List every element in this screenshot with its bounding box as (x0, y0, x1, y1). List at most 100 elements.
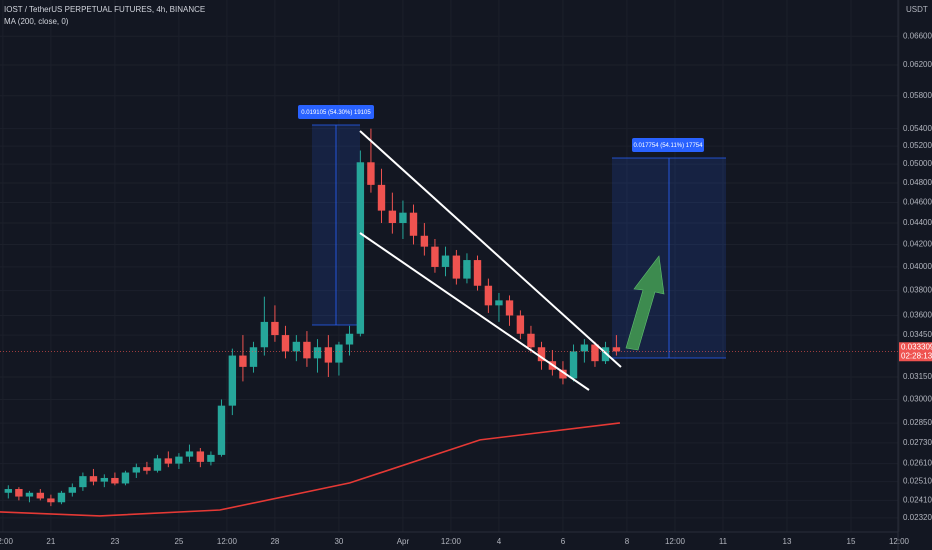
candle-body (36, 492, 45, 499)
candle-body (580, 344, 589, 352)
arrow (625, 255, 665, 351)
annotation: 0.017754 (54.11%) 17754 (634, 143, 704, 149)
candle-body (207, 454, 215, 462)
candle-body (143, 467, 151, 471)
x-tick-label: 23 (110, 537, 119, 546)
indicator-legend: MA (200, close, 0) (4, 17, 69, 26)
candle-body (559, 369, 567, 379)
x-tick-label: Apr (397, 537, 410, 546)
x-tick-label: 15 (847, 537, 856, 546)
candle-body (281, 335, 290, 352)
candle-body (303, 341, 311, 359)
candle-body (196, 451, 205, 462)
candle-body (527, 333, 535, 348)
candle-body (345, 333, 354, 345)
candle-body (121, 472, 130, 484)
price-label-box (899, 342, 932, 362)
candle-body (409, 212, 418, 236)
grid (0, 0, 899, 532)
candle-body (537, 347, 546, 362)
x-tick-label: 21 (46, 537, 55, 546)
channel-line (359, 130, 622, 368)
candle-body (612, 347, 621, 352)
x-tick-label: 4 (497, 537, 502, 546)
symbol-title: IOST / TetherUS PERPETUAL FUTURES, 4h, B… (4, 5, 205, 14)
ma-line (0, 422, 621, 517)
candle-body (516, 315, 525, 334)
countdown: 02:28:13 (901, 351, 932, 360)
candle-body (25, 492, 34, 497)
candle-body (239, 355, 247, 367)
candle-body (292, 341, 301, 352)
candle-body (420, 235, 429, 247)
candle-body (164, 458, 173, 464)
candle-body (217, 405, 226, 455)
x-tick-label: 25 (174, 537, 183, 546)
candle-body (249, 347, 258, 367)
candle-body (335, 344, 343, 363)
candle-body (452, 255, 461, 279)
candle-body (47, 498, 55, 503)
y-tick-label: 0.023200 (903, 513, 932, 522)
annotation-box (298, 105, 374, 119)
candle-body (4, 489, 13, 493)
candle-body (260, 321, 269, 348)
candle-body (388, 210, 397, 224)
x-tick-label: 6 (561, 537, 566, 546)
x-tick-label: 8 (625, 537, 630, 546)
candle-body (505, 300, 514, 316)
x-tick-label: 28 (270, 537, 279, 546)
candle-body (473, 260, 482, 286)
candle-body (441, 255, 450, 267)
candle-body (132, 467, 141, 473)
candle-body (377, 184, 386, 211)
candle-body (324, 347, 333, 363)
candle-body (175, 456, 183, 464)
candle-body (100, 477, 109, 482)
candle-body (356, 162, 365, 334)
currency: USDT (906, 5, 928, 14)
candle-body (313, 347, 322, 359)
candle-body (495, 300, 503, 306)
x-tick-label: 12:00 (217, 537, 238, 546)
candle-body (228, 355, 237, 406)
x-tick-label: 12:00 (665, 537, 686, 546)
candle-body (111, 477, 119, 484)
candle-body (271, 321, 279, 336)
candle-body (79, 476, 87, 488)
x-tick-label: 12:00 (889, 537, 910, 546)
candle-body (431, 246, 439, 267)
candle-body (89, 476, 98, 482)
candle-body (185, 451, 194, 457)
candle-body (57, 492, 66, 503)
candle-body (569, 351, 578, 379)
candle-body (367, 162, 375, 185)
candle-body (591, 344, 599, 362)
channel-line (359, 232, 590, 391)
x-tick-label: 13 (783, 537, 792, 546)
candle-body (68, 487, 77, 493)
candle-body (15, 489, 23, 497)
candle-body (399, 212, 407, 224)
